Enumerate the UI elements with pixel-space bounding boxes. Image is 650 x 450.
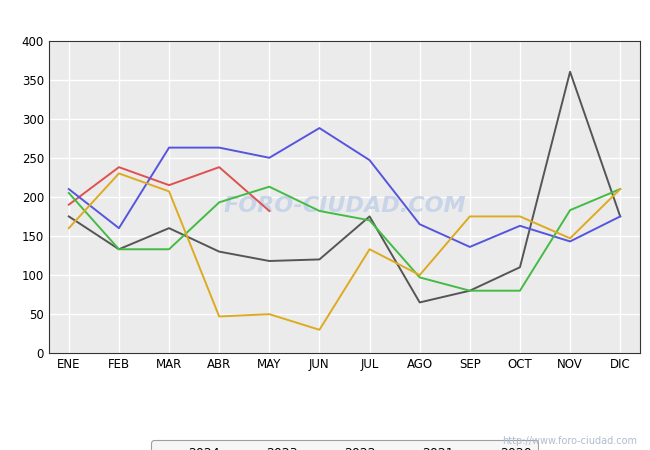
Text: Matriculaciones de Vehiculos en Ajalvir: Matriculaciones de Vehiculos en Ajalvir [163,11,487,29]
Text: FORO-CIUDAD.COM: FORO-CIUDAD.COM [223,196,466,216]
Legend: 2024, 2023, 2022, 2021, 2020: 2024, 2023, 2022, 2021, 2020 [151,441,538,450]
Text: http://www.foro-ciudad.com: http://www.foro-ciudad.com [502,436,637,446]
